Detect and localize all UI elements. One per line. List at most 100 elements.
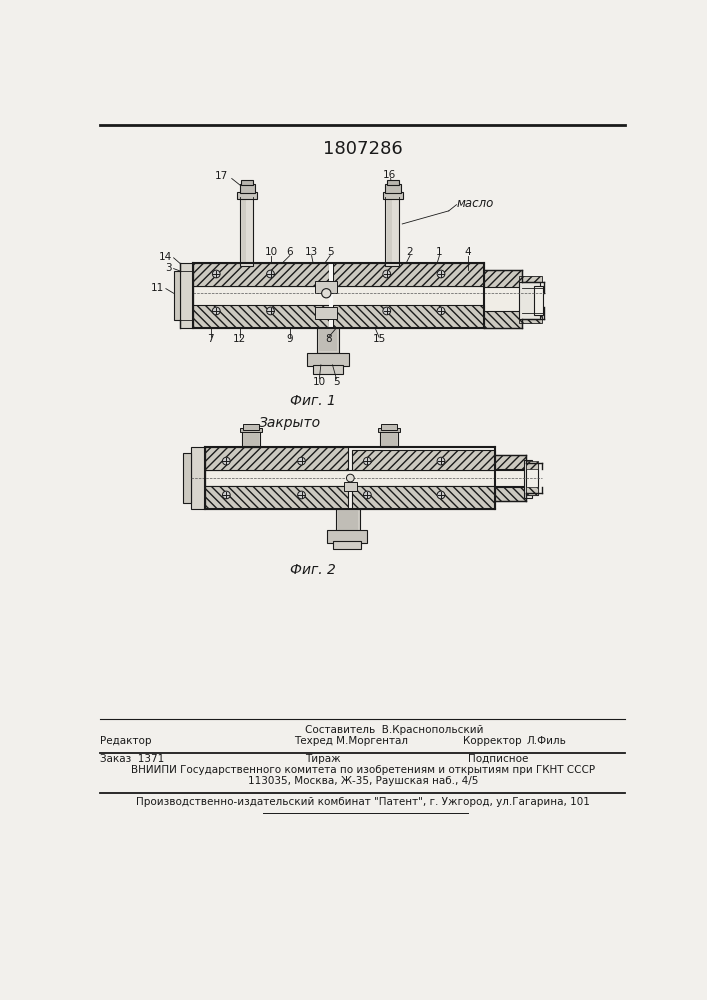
Bar (337, 509, 360, 532)
Text: 2: 2 (407, 247, 414, 257)
Bar (385, 184, 401, 193)
Text: 16: 16 (382, 170, 396, 180)
Text: 6: 6 (286, 247, 293, 257)
Bar (526, 487, 538, 495)
Text: Заказ  1371: Заказ 1371 (100, 754, 164, 764)
Bar (174, 271, 180, 320)
Circle shape (363, 457, 371, 465)
Bar (204, 470, 526, 486)
Circle shape (437, 307, 445, 315)
Text: 4: 4 (464, 247, 472, 257)
Bar (495, 487, 526, 501)
Bar (243, 424, 259, 430)
Circle shape (437, 457, 445, 465)
Bar (484, 270, 522, 287)
Text: 1807286: 1807286 (323, 140, 402, 158)
Bar (204, 486, 348, 509)
Circle shape (363, 491, 371, 499)
Circle shape (223, 457, 230, 465)
Bar (180, 263, 193, 328)
Bar (524, 460, 532, 498)
Bar (385, 197, 399, 266)
Bar (344, 482, 356, 491)
Bar (518, 282, 540, 319)
Text: 12: 12 (233, 334, 246, 344)
Text: 17: 17 (215, 171, 228, 181)
Text: Корректор: Корректор (462, 736, 521, 746)
Bar (315, 307, 337, 319)
Text: Техред М.Моргентал: Техред М.Моргентал (293, 736, 408, 746)
Circle shape (298, 491, 305, 499)
Bar (240, 184, 255, 193)
Bar (240, 428, 262, 432)
Text: 113035, Москва, Ж-35, Раушская наб., 4/5: 113035, Москва, Ж-35, Раушская наб., 4/5 (247, 776, 478, 786)
Text: Фиг. 1: Фиг. 1 (290, 394, 336, 408)
Bar (242, 430, 260, 447)
Bar (243, 430, 259, 446)
Circle shape (267, 307, 274, 315)
Bar (484, 311, 522, 328)
Circle shape (346, 474, 354, 482)
Bar (333, 541, 361, 549)
Circle shape (437, 491, 445, 499)
Bar (381, 430, 397, 446)
Bar (329, 263, 332, 328)
Text: 8: 8 (325, 334, 332, 344)
Bar (204, 447, 348, 470)
Bar (378, 428, 400, 432)
Bar (352, 450, 495, 470)
Bar (383, 192, 403, 199)
Text: 11: 11 (151, 283, 164, 293)
Bar (317, 328, 339, 353)
Circle shape (212, 270, 220, 278)
Text: 14: 14 (159, 252, 172, 262)
Bar (526, 463, 538, 495)
Text: Закрыто: Закрыто (259, 416, 321, 430)
Text: Производственно-издательский комбинат "Патент", г. Ужгород, ул.Гагарина, 101: Производственно-издательский комбинат "П… (136, 797, 590, 807)
Bar (352, 486, 495, 509)
Bar (338, 510, 358, 530)
Bar (183, 453, 191, 503)
Bar (526, 461, 538, 469)
Bar (327, 530, 368, 543)
Bar (241, 180, 253, 185)
Bar (518, 276, 542, 282)
Text: 3: 3 (165, 263, 172, 273)
Bar (315, 281, 337, 293)
Circle shape (212, 307, 220, 315)
Bar (332, 263, 484, 286)
Text: 7: 7 (208, 334, 214, 344)
Text: 13: 13 (305, 247, 318, 257)
Text: Л.Филь: Л.Филь (527, 736, 567, 746)
Bar (307, 353, 349, 366)
Bar (380, 430, 398, 447)
Bar (495, 455, 526, 469)
Bar (193, 263, 329, 286)
Text: 10: 10 (312, 377, 326, 387)
Bar (191, 447, 204, 509)
Bar (518, 316, 542, 323)
Bar (237, 192, 257, 199)
Bar (193, 286, 534, 315)
Bar (387, 200, 392, 263)
Circle shape (322, 289, 331, 298)
Text: 15: 15 (373, 334, 385, 344)
Text: Составитель  В.Краснопольский: Составитель В.Краснопольский (305, 725, 484, 735)
Text: Тираж: Тираж (305, 754, 341, 764)
Bar (319, 329, 337, 351)
Bar (313, 365, 343, 374)
Bar (241, 200, 247, 263)
Circle shape (223, 491, 230, 499)
Bar (193, 263, 480, 316)
Text: 5: 5 (327, 247, 334, 257)
Circle shape (383, 307, 391, 315)
Text: Фиг. 2: Фиг. 2 (290, 563, 336, 577)
Circle shape (298, 457, 305, 465)
Bar (332, 305, 484, 328)
Text: 1: 1 (436, 247, 443, 257)
Bar (534, 286, 543, 315)
Bar (387, 180, 399, 185)
Text: 5: 5 (333, 377, 339, 387)
Text: 9: 9 (286, 334, 293, 344)
Bar (381, 424, 397, 430)
